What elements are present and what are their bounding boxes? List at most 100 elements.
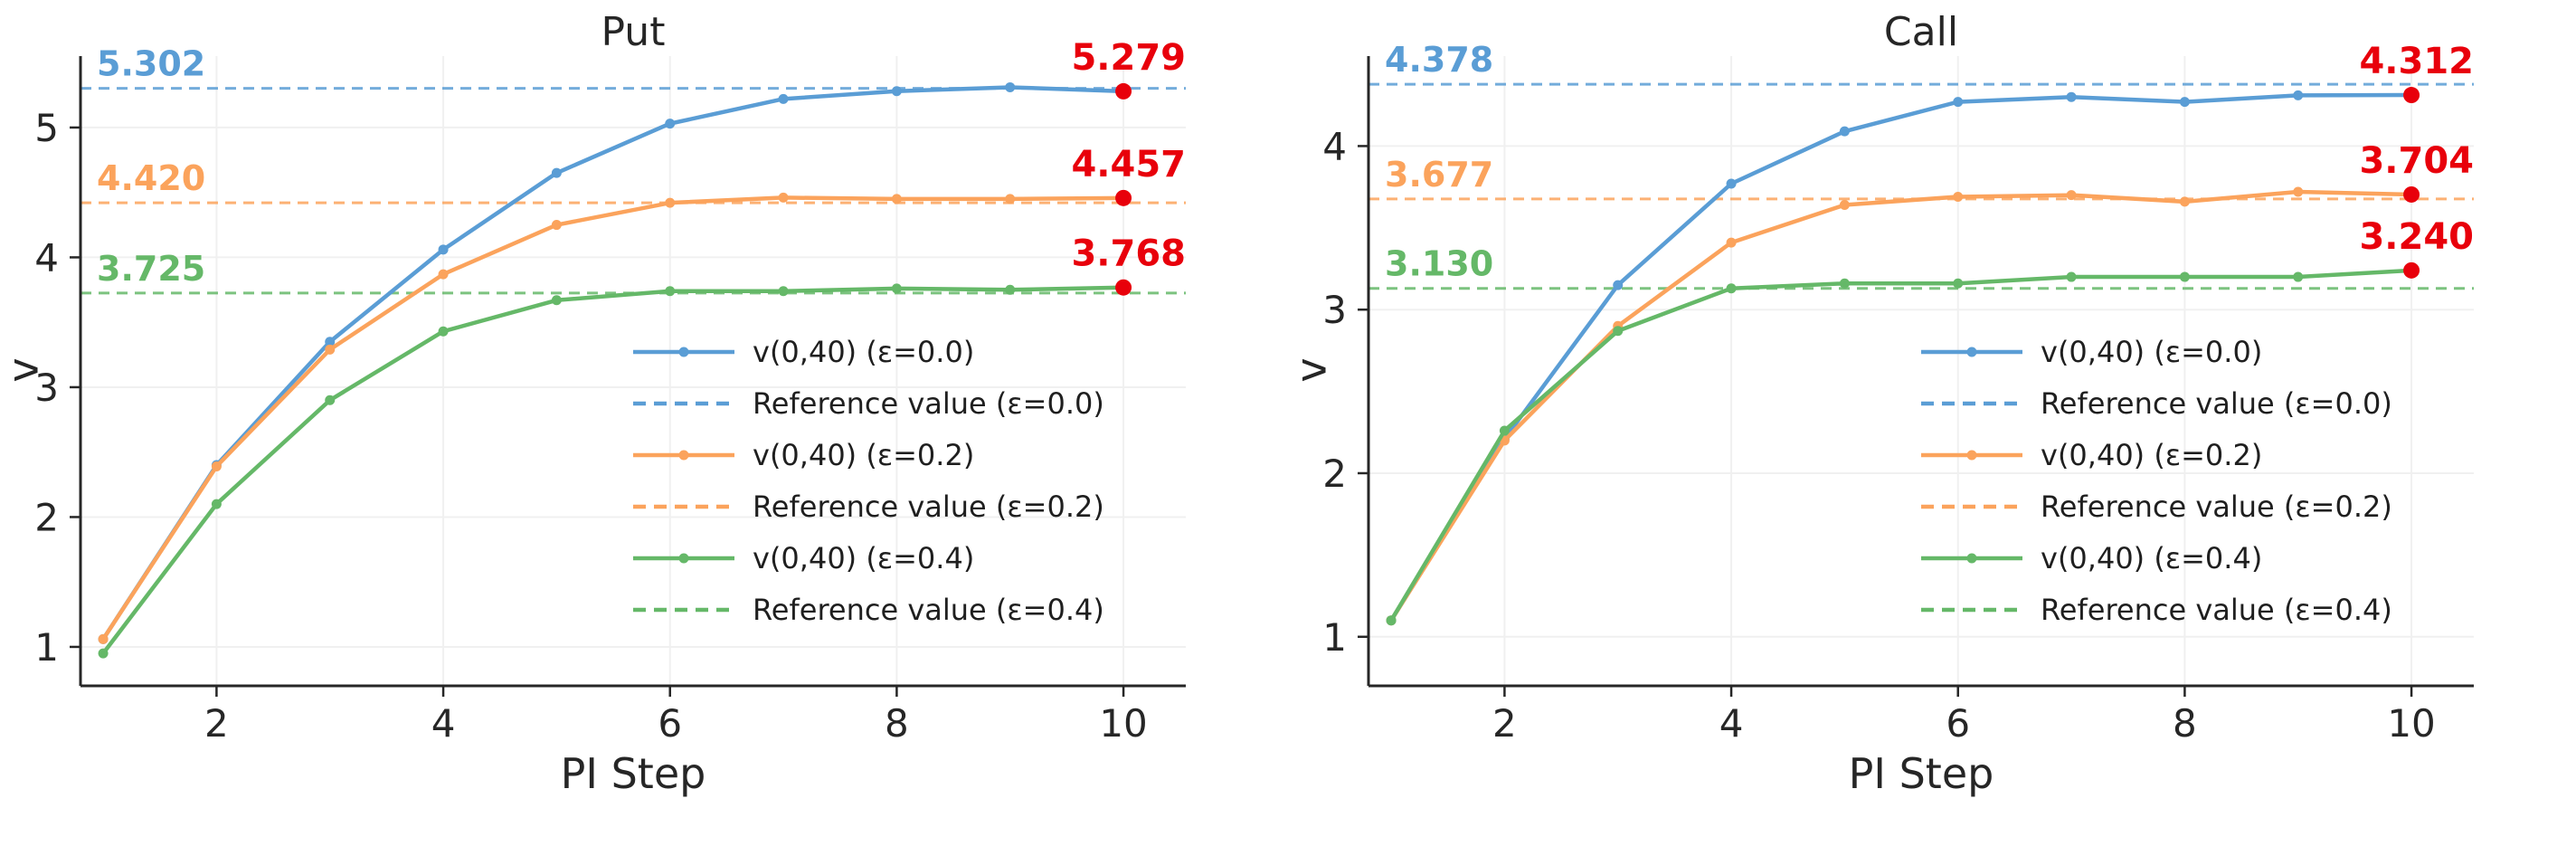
final-point [1115, 82, 1132, 100]
series-line [100, 285, 1126, 656]
data-point [2293, 90, 2304, 100]
y-tick-label: 4 [34, 235, 59, 280]
legend-label: Reference value (ε=0.0) [753, 386, 1104, 421]
call-chart-title: Call [1883, 9, 1959, 55]
final-point [1115, 279, 1132, 296]
y-tick-label: 3 [34, 366, 59, 410]
data-point [891, 283, 902, 294]
legend-label: v(0,40) (ε=0.4) [753, 541, 974, 575]
legend-label: v(0,40) (ε=0.2) [2041, 438, 2262, 472]
data-point [2179, 97, 2190, 108]
y-tick-label: 4 [1322, 124, 1347, 168]
legend-label: Reference value (ε=0.0) [2041, 386, 2392, 421]
data-point [1953, 191, 1964, 202]
final-value-label: 5.279 [1071, 37, 1186, 79]
final-point [2403, 87, 2420, 104]
data-point [211, 499, 222, 509]
data-point [325, 394, 336, 405]
legend-label: v(0,40) (ε=0.2) [753, 438, 974, 472]
data-point [1839, 126, 1850, 137]
data-point [325, 337, 336, 347]
data-point [2066, 91, 2077, 102]
legend-sample-marker [678, 347, 689, 357]
data-point [2179, 196, 2190, 207]
series-line [100, 85, 1126, 642]
chart-call: 4.378 3.677 3.130 4.312 3.704 3.240 2 4 6 8 10 1 2 3 4… [1286, 0, 2576, 865]
data-point [778, 93, 789, 104]
data-point [1613, 326, 1624, 337]
series-line [1388, 92, 2414, 623]
legend-sample-marker [678, 450, 689, 461]
x-tick-label: 4 [431, 701, 456, 746]
final-value-label: 3.240 [2359, 216, 2474, 258]
reference-value-label: 4.420 [97, 158, 205, 198]
reference-value-label: 4.378 [1385, 40, 1493, 80]
data-point [438, 326, 449, 337]
data-point [665, 119, 676, 129]
y-tick-label: 2 [1322, 452, 1347, 496]
legend-label: v(0,40) (ε=0.0) [2041, 335, 2262, 369]
legend-sample-marker [678, 553, 689, 564]
data-point [98, 648, 109, 659]
x-tick-label: 2 [1492, 701, 1517, 746]
final-point [1115, 189, 1132, 206]
data-point [2179, 271, 2190, 282]
x-tick-label: 10 [2387, 701, 2435, 746]
data-point [551, 167, 562, 178]
y-tick-label: 5 [34, 106, 59, 150]
data-point [2293, 186, 2304, 197]
legend-label: Reference value (ε=0.4) [753, 593, 1104, 627]
legend-label: Reference value (ε=0.4) [2041, 593, 2392, 627]
final-point [2403, 261, 2420, 279]
legend-label: Reference value (ε=0.2) [2041, 490, 2392, 524]
data-point [778, 192, 789, 203]
data-point [891, 86, 902, 97]
data-point [551, 220, 562, 231]
data-point [2293, 271, 2304, 282]
legend-sample-marker [1966, 553, 1977, 564]
data-point [1953, 97, 1964, 108]
data-point [438, 244, 449, 255]
data-point [1005, 284, 1016, 295]
data-point [1839, 200, 1850, 211]
x-tick-label: 8 [2173, 701, 2197, 746]
legend-label: v(0,40) (ε=0.0) [753, 335, 974, 369]
final-value-label: 3.704 [2359, 140, 2474, 182]
data-point [1005, 81, 1016, 92]
legend-label: Reference value (ε=0.2) [753, 490, 1104, 524]
y-tick-label: 2 [34, 495, 59, 539]
data-point [1726, 178, 1737, 189]
data-point [1386, 615, 1397, 626]
final-value-label: 3.768 [1071, 233, 1186, 275]
reference-value-label: 3.725 [97, 249, 205, 289]
call-x-axis-title: PI Step [1848, 749, 1994, 798]
final-value-label: 4.457 [1071, 144, 1186, 185]
data-point [665, 197, 676, 208]
reference-value-label: 5.302 [97, 44, 205, 84]
chart-put: 5.302 4.420 3.725 5.279 4.457 3.768 2 4 6 8 10 1 2 3 4… [0, 9, 1186, 798]
data-point [778, 286, 789, 297]
y-tick-label: 1 [1322, 615, 1347, 660]
legend-label: v(0,40) (ε=0.4) [2041, 541, 2262, 575]
data-point [1839, 278, 1850, 289]
legend-sample-marker [1966, 347, 1977, 357]
data-point [1726, 237, 1737, 248]
put-x-axis-title: PI Step [560, 749, 706, 798]
data-point [325, 344, 336, 355]
legend-sample-marker [1966, 450, 1977, 461]
call-y-axis-title: v [1286, 357, 1336, 383]
data-point [551, 295, 562, 306]
y-tick-label: 3 [1322, 288, 1347, 332]
data-point [891, 194, 902, 204]
data-point [1005, 194, 1016, 204]
x-tick-label: 10 [1099, 701, 1147, 746]
data-point [1499, 425, 1510, 436]
put-chart-title: Put [601, 9, 666, 55]
x-tick-label: 2 [204, 701, 229, 746]
y-tick-label: 1 [34, 625, 59, 670]
data-point [211, 461, 222, 471]
x-tick-label: 6 [1946, 701, 1970, 746]
data-point [438, 269, 449, 280]
data-point [1726, 283, 1737, 294]
